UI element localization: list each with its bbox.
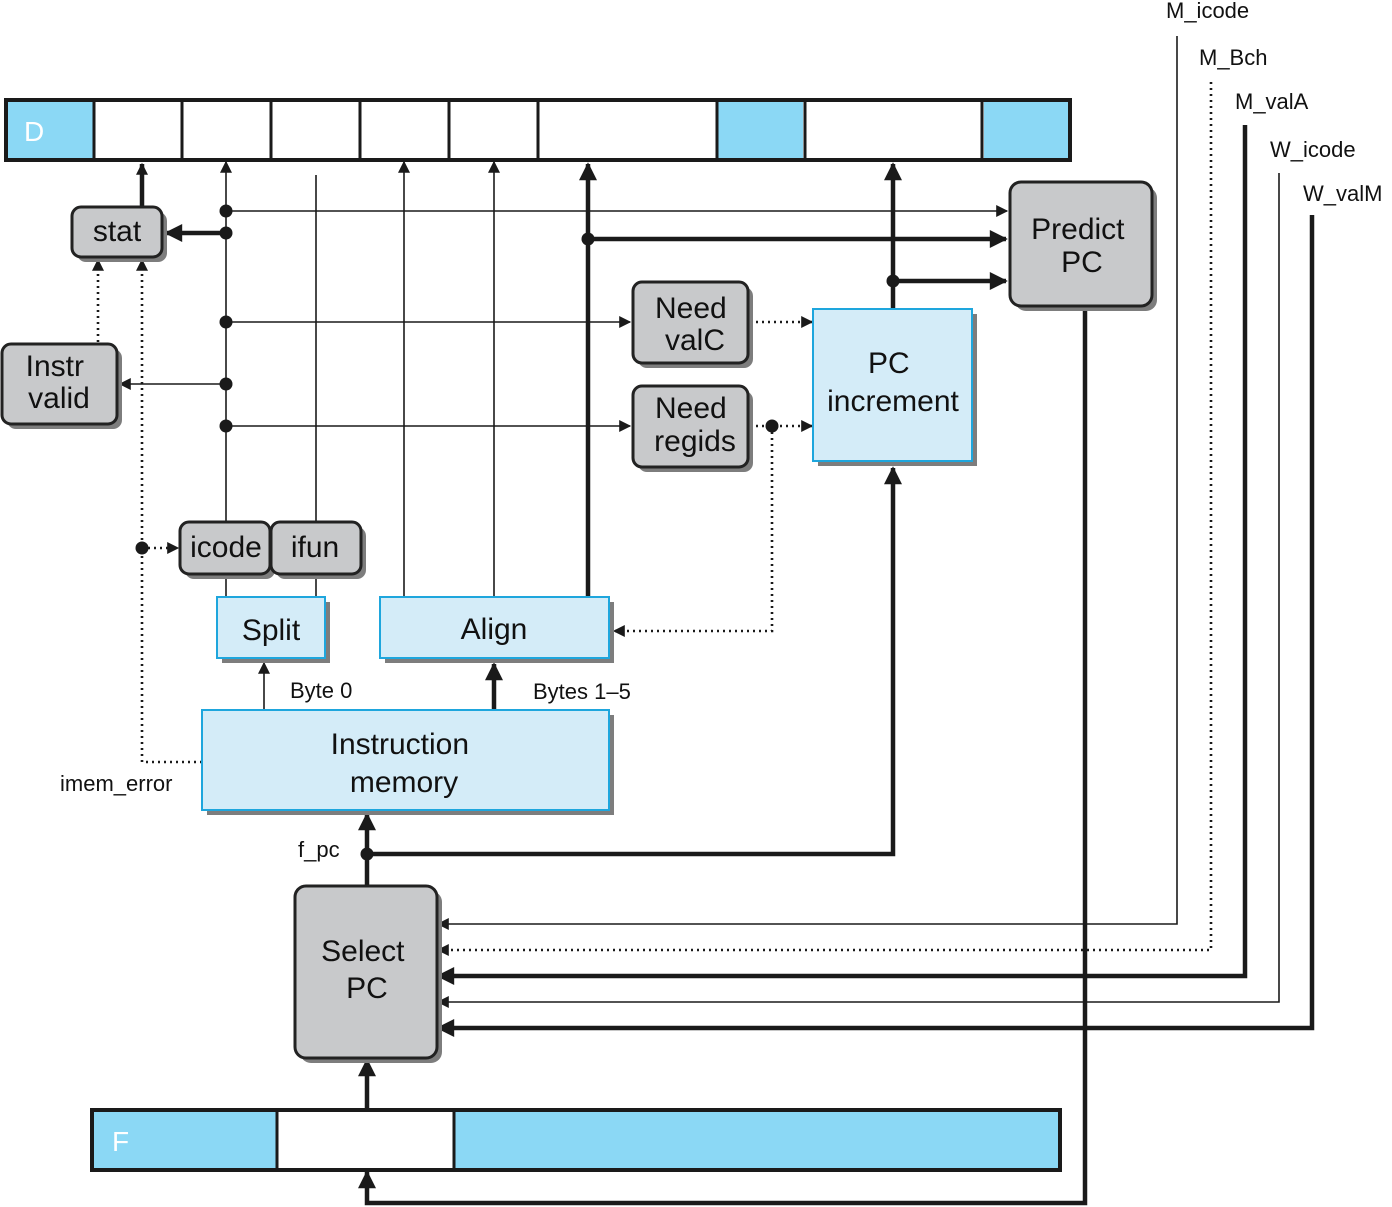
align-block: Align — [379, 596, 614, 663]
need-regids-block: Need regids — [631, 384, 753, 472]
w-icode-label: W_icode — [1270, 137, 1356, 162]
pipeline-register-d: D — [4, 98, 1072, 162]
icode-block: icode — [178, 520, 275, 579]
pc-increment-label: PC increment — [827, 347, 959, 418]
bytes15-label: Bytes 1–5 — [533, 679, 631, 704]
byte0-label: Byte 0 — [290, 678, 352, 703]
instr-valid-label: Instr valid — [26, 350, 93, 415]
ifun-block: ifun — [269, 520, 366, 579]
pipeline-register-f: F — [90, 1108, 1062, 1172]
predict-pc-block: Predict PC — [1008, 180, 1157, 311]
register-f-label: F — [112, 1126, 129, 1157]
instruction-memory-block: Instruction memory — [201, 709, 614, 815]
split-block: Split — [216, 596, 330, 663]
select-pc-label: Select PC — [321, 935, 413, 1005]
instr-valid-block: Instr valid — [0, 342, 122, 429]
icode-label: icode — [190, 531, 262, 564]
imem-error-label: imem_error — [60, 771, 172, 796]
m-bch-label: M_Bch — [1199, 45, 1267, 70]
pc-increment-block: PC increment — [812, 308, 977, 466]
need-valc-block: Need valC — [631, 280, 753, 368]
f-pc-label: f_pc — [298, 837, 340, 862]
split-label: Split — [242, 614, 301, 647]
need-regids-label: Need regids — [654, 392, 736, 458]
predict-pc-label: Predict PC — [1031, 213, 1133, 279]
junction-dots — [135, 204, 900, 861]
instruction-memory-label: Instruction memory — [331, 728, 478, 799]
signal-labels: M_icode M_Bch M_valA W_icode W_valM Byte… — [60, 0, 1382, 862]
m-vala-label: M_valA — [1235, 89, 1309, 114]
stat-block: stat — [70, 205, 167, 262]
w-valm-label: W_valM — [1303, 181, 1382, 206]
ifun-label: ifun — [291, 531, 339, 564]
m-icode-label: M_icode — [1166, 0, 1249, 23]
select-pc-block: Select PC — [293, 884, 442, 1063]
need-valc-label: Need valC — [655, 292, 735, 357]
register-d-label: D — [24, 116, 44, 147]
stat-label: stat — [93, 215, 142, 248]
align-label: Align — [461, 613, 528, 646]
